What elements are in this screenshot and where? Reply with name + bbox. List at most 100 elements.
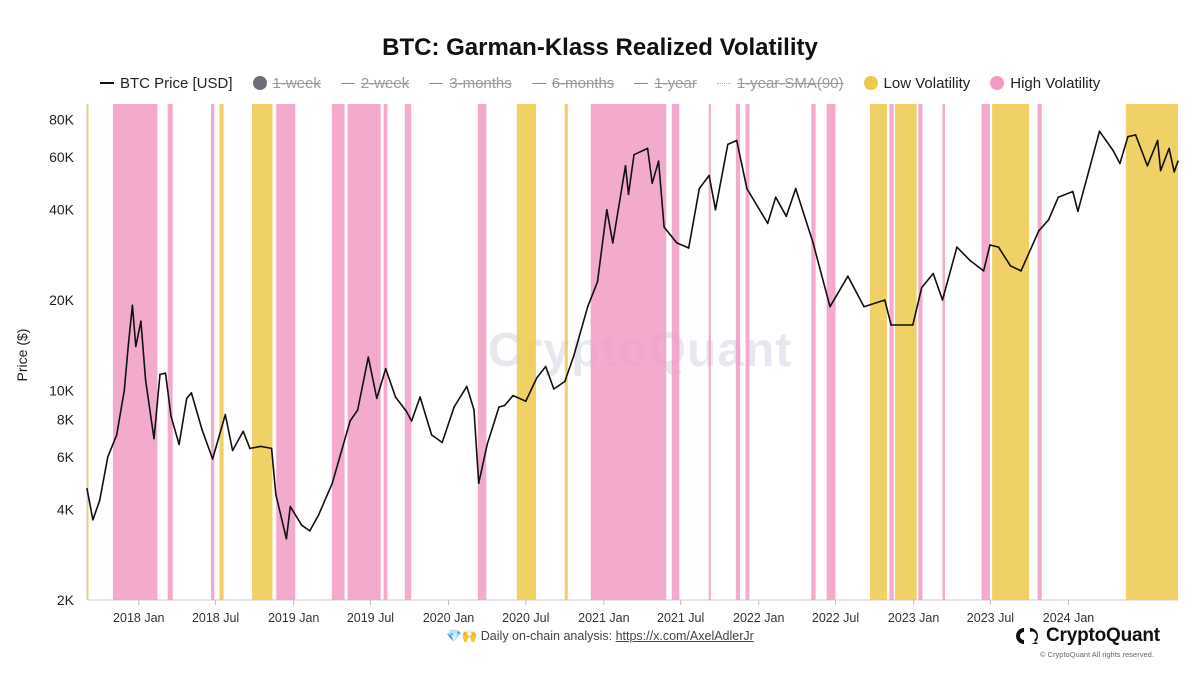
btc-price-point <box>394 396 397 398</box>
x-tick-label: 2019 Jul <box>347 611 394 625</box>
btc-price-point <box>123 389 126 392</box>
legend-item[interactable]: 1-week <box>252 75 321 92</box>
legend-item[interactable]: 3-months <box>429 75 512 92</box>
high-volatility-band <box>112 104 158 600</box>
x-tick-label: 2021 Jul <box>657 611 704 625</box>
btc-price-point <box>890 324 892 326</box>
btc-price-point <box>115 434 118 436</box>
y-tick-label: 20K <box>49 292 75 308</box>
high-volatility-band <box>981 104 991 600</box>
btc-price-point <box>153 437 155 440</box>
btc-price-point <box>503 404 506 407</box>
btc-price-point <box>430 434 433 436</box>
circle-swatch-icon <box>863 76 878 90</box>
btc-price-point <box>1009 265 1012 267</box>
btc-price-point <box>1134 134 1137 136</box>
btc-price-point <box>1057 196 1060 198</box>
btc-price-point <box>92 519 94 521</box>
btc-price-point <box>912 324 914 326</box>
legend-item[interactable]: 6-months <box>531 74 615 92</box>
y-tick-label: 80K <box>49 111 75 127</box>
x-tick-label: 2018 Jul <box>192 611 239 625</box>
btc-price-point <box>289 505 292 508</box>
high-volatility-band <box>383 104 388 600</box>
low-volatility-band <box>252 104 273 600</box>
low-volatility-band <box>992 104 1030 600</box>
btc-price-point <box>419 396 421 398</box>
high-volatility-band <box>347 104 381 600</box>
high-volatility-band <box>404 104 412 600</box>
legend-label: 3-months <box>449 74 512 92</box>
btc-price-point <box>498 406 500 408</box>
btc-price-point <box>410 420 413 422</box>
btc-price-point <box>1127 135 1129 138</box>
y-tick-label: 2K <box>57 592 75 608</box>
btc-price-point <box>135 345 137 348</box>
x-tick-label: 2024 Jan <box>1043 611 1094 625</box>
btc-price-point <box>982 270 985 272</box>
btc-price-point <box>525 400 527 403</box>
btc-price-point <box>285 538 288 540</box>
legend-label: 6-months <box>551 74 615 92</box>
btc-price-point <box>512 394 514 397</box>
btc-price-point <box>698 187 701 190</box>
btc-price-point <box>536 377 538 379</box>
footer-link[interactable]: https://x.com/AxelAdlerJr <box>615 629 754 643</box>
high-volatility-band <box>210 104 215 600</box>
high-volatility-band <box>590 104 667 600</box>
btc-price-point <box>633 153 635 156</box>
chart-title: BTC: Garman-Klass Realized Volatility <box>382 34 818 61</box>
volatility-bands <box>87 104 1178 600</box>
legend-item[interactable]: Low Volatility <box>863 75 970 92</box>
btc-price-point <box>453 406 455 408</box>
cryptoquant-logo-icon <box>1016 628 1038 644</box>
btc-price-point <box>1098 130 1101 133</box>
btc-price-point <box>367 356 370 358</box>
legend-item[interactable]: 2-week <box>340 75 409 92</box>
legend-item[interactable]: 1-year-SMA(90) <box>716 75 844 92</box>
btc-price-point <box>349 420 351 422</box>
btc-price-point <box>606 208 608 211</box>
btc-price-point <box>785 215 788 218</box>
legend-item[interactable]: BTC Price [USD] <box>100 75 233 92</box>
y-tick-label: 60K <box>49 149 75 165</box>
btc-price-point <box>486 443 489 446</box>
btc-price-point <box>708 174 710 177</box>
high-volatility-band <box>1037 104 1042 600</box>
btc-price-point <box>317 513 320 516</box>
btc-price-point <box>586 305 589 308</box>
low-volatility-band <box>1125 104 1178 600</box>
btc-price-point <box>1173 171 1175 173</box>
btc-price-point <box>544 365 547 368</box>
btc-price-point <box>405 410 408 413</box>
brand-name: CryptoQuant <box>1046 625 1160 646</box>
btc-price-point <box>270 447 273 450</box>
btc-price-point <box>735 139 738 142</box>
btc-price-point <box>275 493 277 496</box>
btc-price-point <box>651 182 653 184</box>
btc-price-point <box>612 242 614 244</box>
high-volatility-band <box>811 104 816 600</box>
btc-price-point <box>107 456 109 458</box>
low-volatility-band <box>219 104 224 600</box>
btc-price-point <box>331 482 334 485</box>
y-tick-label: 10K <box>49 382 75 398</box>
high-volatility-band <box>167 104 173 600</box>
btc-price-point <box>249 447 251 450</box>
btc-price-point <box>477 482 480 485</box>
high-volatility-band <box>477 104 487 600</box>
high-volatility-band <box>331 104 345 600</box>
btc-price-point <box>185 397 188 400</box>
btc-price-point <box>920 286 923 289</box>
legend-item[interactable]: 1-year <box>634 75 697 92</box>
btc-price-point <box>164 372 167 375</box>
btc-price-point <box>624 165 627 167</box>
btc-price-point <box>211 458 214 460</box>
low-volatility-band <box>894 104 917 600</box>
line-swatch-icon <box>429 82 444 84</box>
btc-price-point <box>159 373 161 376</box>
legend-item[interactable]: High Volatility <box>990 75 1100 92</box>
btc-price-point <box>300 524 303 526</box>
btc-price-point <box>997 246 1000 248</box>
btc-price-point <box>1146 165 1149 167</box>
